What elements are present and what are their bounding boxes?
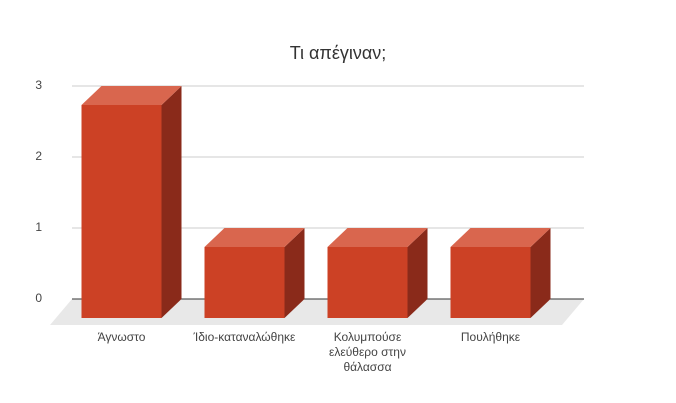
bar [81,86,182,318]
x-tick-label: Κολυμπούσε ελεύθερο στην θάλασσα [329,330,406,374]
bar-top [81,86,182,105]
bar-side [407,228,428,318]
y-tick-label: 3 [35,78,42,92]
y-tick-label: 0 [35,291,42,305]
bar-side [161,86,182,318]
x-tick-label: Άγνωστο [97,330,146,344]
bar-front [327,247,408,318]
bar [204,228,305,318]
bar-side [530,228,551,318]
bar-front [450,247,531,318]
bar [450,228,551,318]
bar [327,228,428,318]
bar-front [81,105,162,318]
x-tick-label: Ίδιο-καταναλώθηκε [193,330,296,344]
bar-side [284,228,305,318]
bar-front [204,247,285,318]
x-tick-label: Πουλήθηκε [460,330,521,344]
y-tick-label: 2 [35,149,42,163]
chart-title: Τι απέγιναν; [290,43,387,63]
bar-top [327,228,428,247]
y-tick-label: 1 [35,220,42,234]
bar-top [450,228,551,247]
bar-top [204,228,305,247]
